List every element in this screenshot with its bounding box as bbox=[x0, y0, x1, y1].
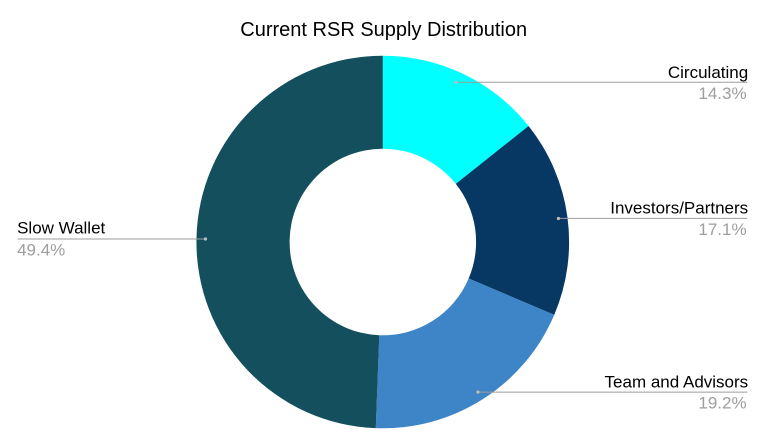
svg-text:49.4%: 49.4% bbox=[17, 241, 65, 260]
svg-text:Team and Advisors: Team and Advisors bbox=[605, 373, 749, 392]
svg-text:17.1%: 17.1% bbox=[698, 220, 746, 239]
svg-text:Current RSR Supply Distributio: Current RSR Supply Distribution bbox=[240, 19, 527, 41]
svg-text:Circulating: Circulating bbox=[668, 63, 748, 82]
svg-text:19.2%: 19.2% bbox=[698, 394, 746, 413]
svg-text:Slow Wallet: Slow Wallet bbox=[17, 218, 105, 237]
svg-text:14.3%: 14.3% bbox=[698, 84, 746, 103]
svg-text:Investors/Partners: Investors/Partners bbox=[610, 199, 748, 218]
